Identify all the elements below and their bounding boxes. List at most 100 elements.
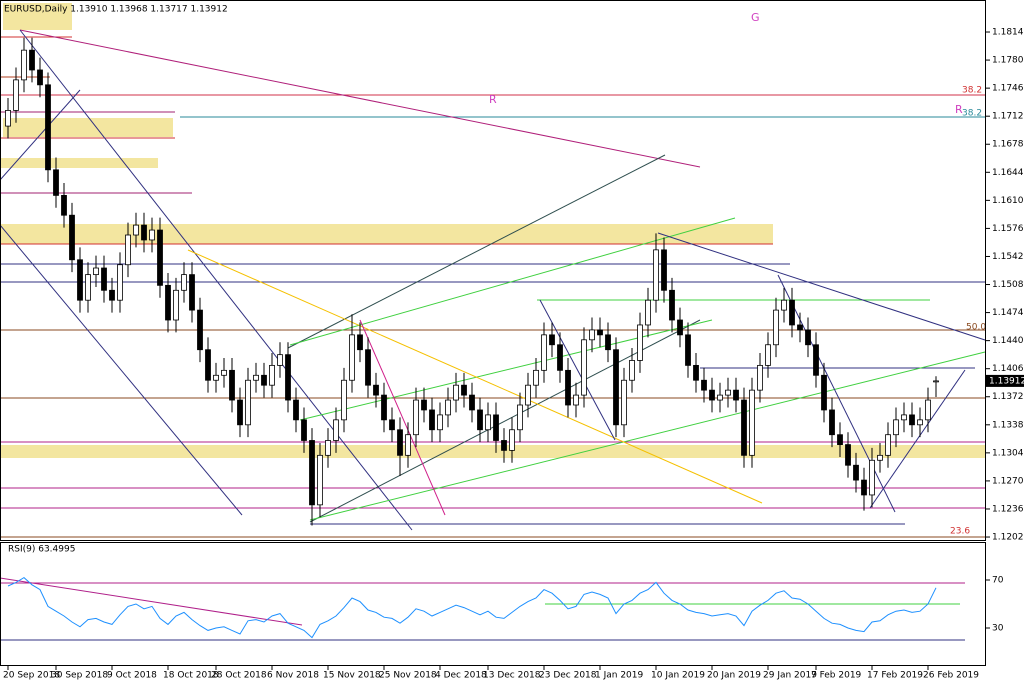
candle-body — [189, 274, 195, 311]
price-panel — [0, 0, 986, 541]
zone — [3, 118, 173, 137]
annotation: 38.2 — [962, 109, 982, 119]
x-tick-label: 20 Jan 2019 — [707, 671, 761, 681]
candle-body — [325, 440, 331, 456]
y-tick-label: 1.13040 — [992, 448, 1024, 458]
trendline — [869, 369, 966, 509]
candle-body — [717, 394, 723, 401]
candle-body — [605, 334, 611, 351]
candle-body — [653, 249, 659, 301]
trendline — [287, 154, 666, 349]
candle-body — [85, 274, 91, 301]
candle-body — [693, 364, 699, 381]
candle-body — [301, 419, 307, 441]
candle-body — [29, 49, 35, 71]
price-tag — [986, 374, 1024, 387]
candle-body — [109, 289, 115, 301]
x-tick-label: 17 Feb 2019 — [867, 671, 923, 681]
indicator-line — [7, 576, 937, 639]
drawn-objects — [0, 3, 986, 641]
candle-body — [13, 79, 19, 111]
x-tick-label: 25 Nov 2018 — [379, 671, 437, 681]
candle-body — [837, 434, 843, 446]
candle-body — [285, 354, 291, 401]
candle-body — [365, 349, 371, 386]
x-tick-label: 30 Sep 2018 — [51, 671, 108, 681]
x-tick-label: 23 Dec 2018 — [539, 671, 597, 681]
candle-body — [557, 344, 563, 371]
trendline — [309, 319, 701, 523]
candle-body — [205, 349, 211, 381]
annotation: G — [751, 11, 760, 24]
candle-body — [845, 444, 851, 466]
y-tick-label: 1.16100 — [992, 196, 1024, 206]
candle-body — [333, 419, 339, 441]
y-tick-label: 1.15080 — [992, 280, 1024, 290]
candle-body — [413, 399, 419, 436]
candle-body — [93, 267, 99, 276]
candle-body — [213, 374, 219, 381]
candle-body — [749, 389, 755, 456]
zone — [0, 224, 773, 244]
candle-body — [141, 224, 147, 241]
candle-body — [565, 369, 571, 406]
x-tick-label: 18 Oct 2018 — [163, 671, 219, 681]
candle-body — [509, 429, 515, 451]
candle-body — [549, 334, 555, 346]
candle-body — [877, 454, 883, 461]
x-tick-label: 6 Nov 2018 — [267, 671, 319, 681]
y-tick-label: 1.17460 — [992, 84, 1024, 94]
candle-body — [69, 214, 75, 261]
candle-body — [437, 414, 443, 431]
candle-body — [533, 369, 539, 386]
candle-body — [789, 299, 795, 326]
x-tick-label: 9 Oct 2018 — [107, 671, 157, 681]
x-tick-label: 4 Dec 2018 — [435, 671, 487, 681]
trendline — [187, 249, 763, 504]
trendline — [299, 319, 713, 421]
candle-body — [277, 354, 283, 366]
candle-body — [885, 434, 891, 456]
trendline — [19, 29, 701, 168]
candle-body — [197, 309, 203, 351]
trendline — [657, 232, 986, 341]
y-tick-label: 1.16780 — [992, 140, 1024, 150]
candle-body — [53, 169, 59, 196]
candle-body — [5, 110, 11, 127]
candle-body — [469, 394, 475, 411]
candle-body — [629, 360, 635, 381]
candle-body — [861, 479, 867, 496]
candle-body — [61, 195, 67, 216]
candle-body — [173, 289, 179, 321]
candle-body — [525, 384, 531, 406]
y-tick-label: 30 — [992, 624, 1004, 634]
candle-body — [661, 249, 667, 291]
candle-body — [613, 349, 619, 426]
candle-body — [733, 389, 739, 401]
x-tick-label: 13 Dec 2018 — [483, 671, 541, 681]
candle-body — [813, 344, 819, 376]
candle-body — [773, 309, 779, 346]
x-tick-label: 28 Oct 2018 — [211, 671, 267, 681]
candle-body — [125, 234, 131, 266]
candle-body — [685, 334, 691, 366]
candle-body — [797, 324, 803, 331]
candle-body — [181, 274, 187, 291]
annotation: 38.2 — [962, 86, 982, 96]
candle-body — [349, 334, 355, 381]
candle-body — [501, 440, 507, 451]
trendline — [309, 351, 986, 521]
x-tick-label: 10 Jan 2019 — [651, 671, 705, 681]
candle-body — [461, 384, 467, 396]
zone — [0, 445, 985, 458]
y-tick-label: 1.18140 — [992, 28, 1024, 38]
y-tick-label: 1.17800 — [992, 56, 1024, 66]
candle-body — [909, 414, 915, 426]
annotation: 50.0 — [966, 323, 986, 333]
candle-body — [357, 334, 363, 351]
y-tick-label: 1.15420 — [992, 252, 1024, 262]
candle-body — [701, 379, 707, 391]
trendline — [19, 29, 413, 531]
